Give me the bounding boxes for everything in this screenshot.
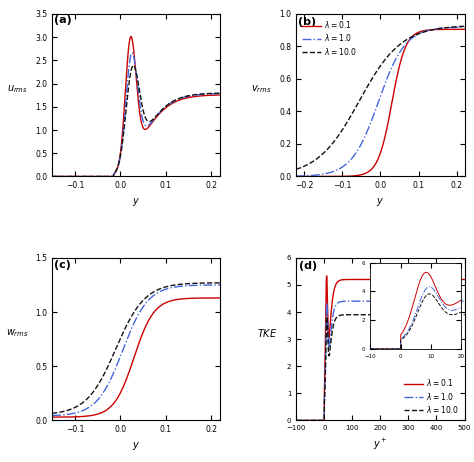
Y-axis label: $v_{rms}$: $v_{rms}$	[251, 83, 272, 95]
X-axis label: $y$: $y$	[132, 440, 140, 452]
$\lambda=0.1$	[312, 174, 318, 179]
$\lambda=1.0$	[440, 25, 446, 31]
$\lambda=1.0$	[358, 298, 364, 304]
$\lambda=10.0$	[462, 312, 467, 317]
$\lambda=0.1$	[358, 277, 364, 282]
$\lambda=10.0$	[358, 312, 364, 317]
$\lambda=0.1$	[322, 174, 328, 179]
X-axis label: $y^+$: $y^+$	[373, 437, 388, 452]
Y-axis label: $TKE$: $TKE$	[257, 327, 278, 339]
Line: $\lambda=10.0$: $\lambda=10.0$	[296, 26, 465, 169]
$\lambda=0.1$	[324, 273, 329, 279]
X-axis label: $y$: $y$	[132, 196, 140, 208]
Text: (c): (c)	[55, 260, 71, 270]
$\lambda=10.0$	[365, 83, 371, 88]
$\lambda=0.1$	[440, 27, 446, 32]
$\lambda=1.0$	[365, 127, 371, 132]
$\lambda=1.0$	[324, 301, 329, 307]
Y-axis label: $u_{rms}$: $u_{rms}$	[7, 83, 27, 95]
$\lambda=0.1$	[394, 277, 400, 282]
$\lambda=0.1$	[458, 26, 464, 32]
$\lambda=0.1$	[419, 277, 425, 282]
X-axis label: $y$: $y$	[376, 196, 384, 208]
$\lambda=1.0$	[403, 298, 409, 304]
$\lambda=1.0$	[419, 298, 425, 304]
Line: $\lambda=1.0$: $\lambda=1.0$	[296, 27, 465, 176]
$\lambda=10.0$	[358, 96, 364, 101]
$\lambda=1.0$	[394, 298, 400, 304]
$\lambda=10.0$	[440, 25, 446, 31]
$\lambda=0.1$	[462, 26, 467, 32]
Text: (d): (d)	[299, 261, 317, 271]
Legend: $\lambda=0.1$, $\lambda=1.0$, $\lambda=10.0$: $\lambda=0.1$, $\lambda=1.0$, $\lambda=1…	[403, 376, 461, 417]
$\lambda=1.0$	[358, 142, 364, 148]
Y-axis label: $w_{rms}$: $w_{rms}$	[6, 327, 28, 339]
$\lambda=10.0$	[322, 149, 328, 154]
Line: $\lambda=0.1$: $\lambda=0.1$	[296, 276, 465, 420]
$\lambda=1.0$	[312, 172, 318, 178]
$\lambda=1.0$	[293, 173, 299, 179]
$\lambda=0.1$	[293, 418, 299, 423]
$\lambda=10.0$	[312, 157, 318, 163]
$\lambda=1.0$	[322, 171, 328, 176]
Line: $\lambda=1.0$: $\lambda=1.0$	[296, 301, 465, 420]
$\lambda=0.1$	[324, 275, 329, 280]
$\lambda=10.0$	[432, 312, 438, 317]
$\lambda=1.0$	[293, 418, 299, 423]
$\lambda=10.0$	[419, 312, 425, 317]
$\lambda=0.1$	[293, 174, 299, 179]
$\lambda=0.1$	[358, 172, 364, 178]
$\lambda=10.0$	[403, 312, 409, 317]
Legend: $\lambda=0.1$, $\lambda=1.0$, $\lambda=10.0$: $\lambda=0.1$, $\lambda=1.0$, $\lambda=1…	[300, 18, 358, 58]
$\lambda=0.1$	[432, 277, 438, 282]
Text: (a): (a)	[55, 15, 72, 25]
$\lambda=1.0$	[462, 298, 467, 304]
$\lambda=10.0$	[324, 315, 329, 320]
$\lambda=10.0$	[394, 312, 400, 317]
$\lambda=10.0$	[462, 24, 467, 29]
$\lambda=10.0$	[408, 312, 414, 317]
$\lambda=10.0$	[293, 418, 299, 423]
$\lambda=10.0$	[293, 166, 299, 172]
$\lambda=1.0$	[408, 298, 414, 304]
$\lambda=0.1$	[462, 277, 467, 282]
Line: $\lambda=10.0$: $\lambda=10.0$	[296, 315, 465, 420]
$\lambda=0.1$	[365, 169, 371, 175]
Text: (b): (b)	[298, 17, 316, 27]
$\lambda=1.0$	[432, 298, 438, 304]
$\lambda=10.0$	[458, 24, 464, 29]
$\lambda=0.1$	[403, 277, 409, 282]
Line: $\lambda=0.1$: $\lambda=0.1$	[296, 29, 465, 176]
$\lambda=1.0$	[458, 24, 464, 30]
$\lambda=1.0$	[462, 24, 467, 30]
